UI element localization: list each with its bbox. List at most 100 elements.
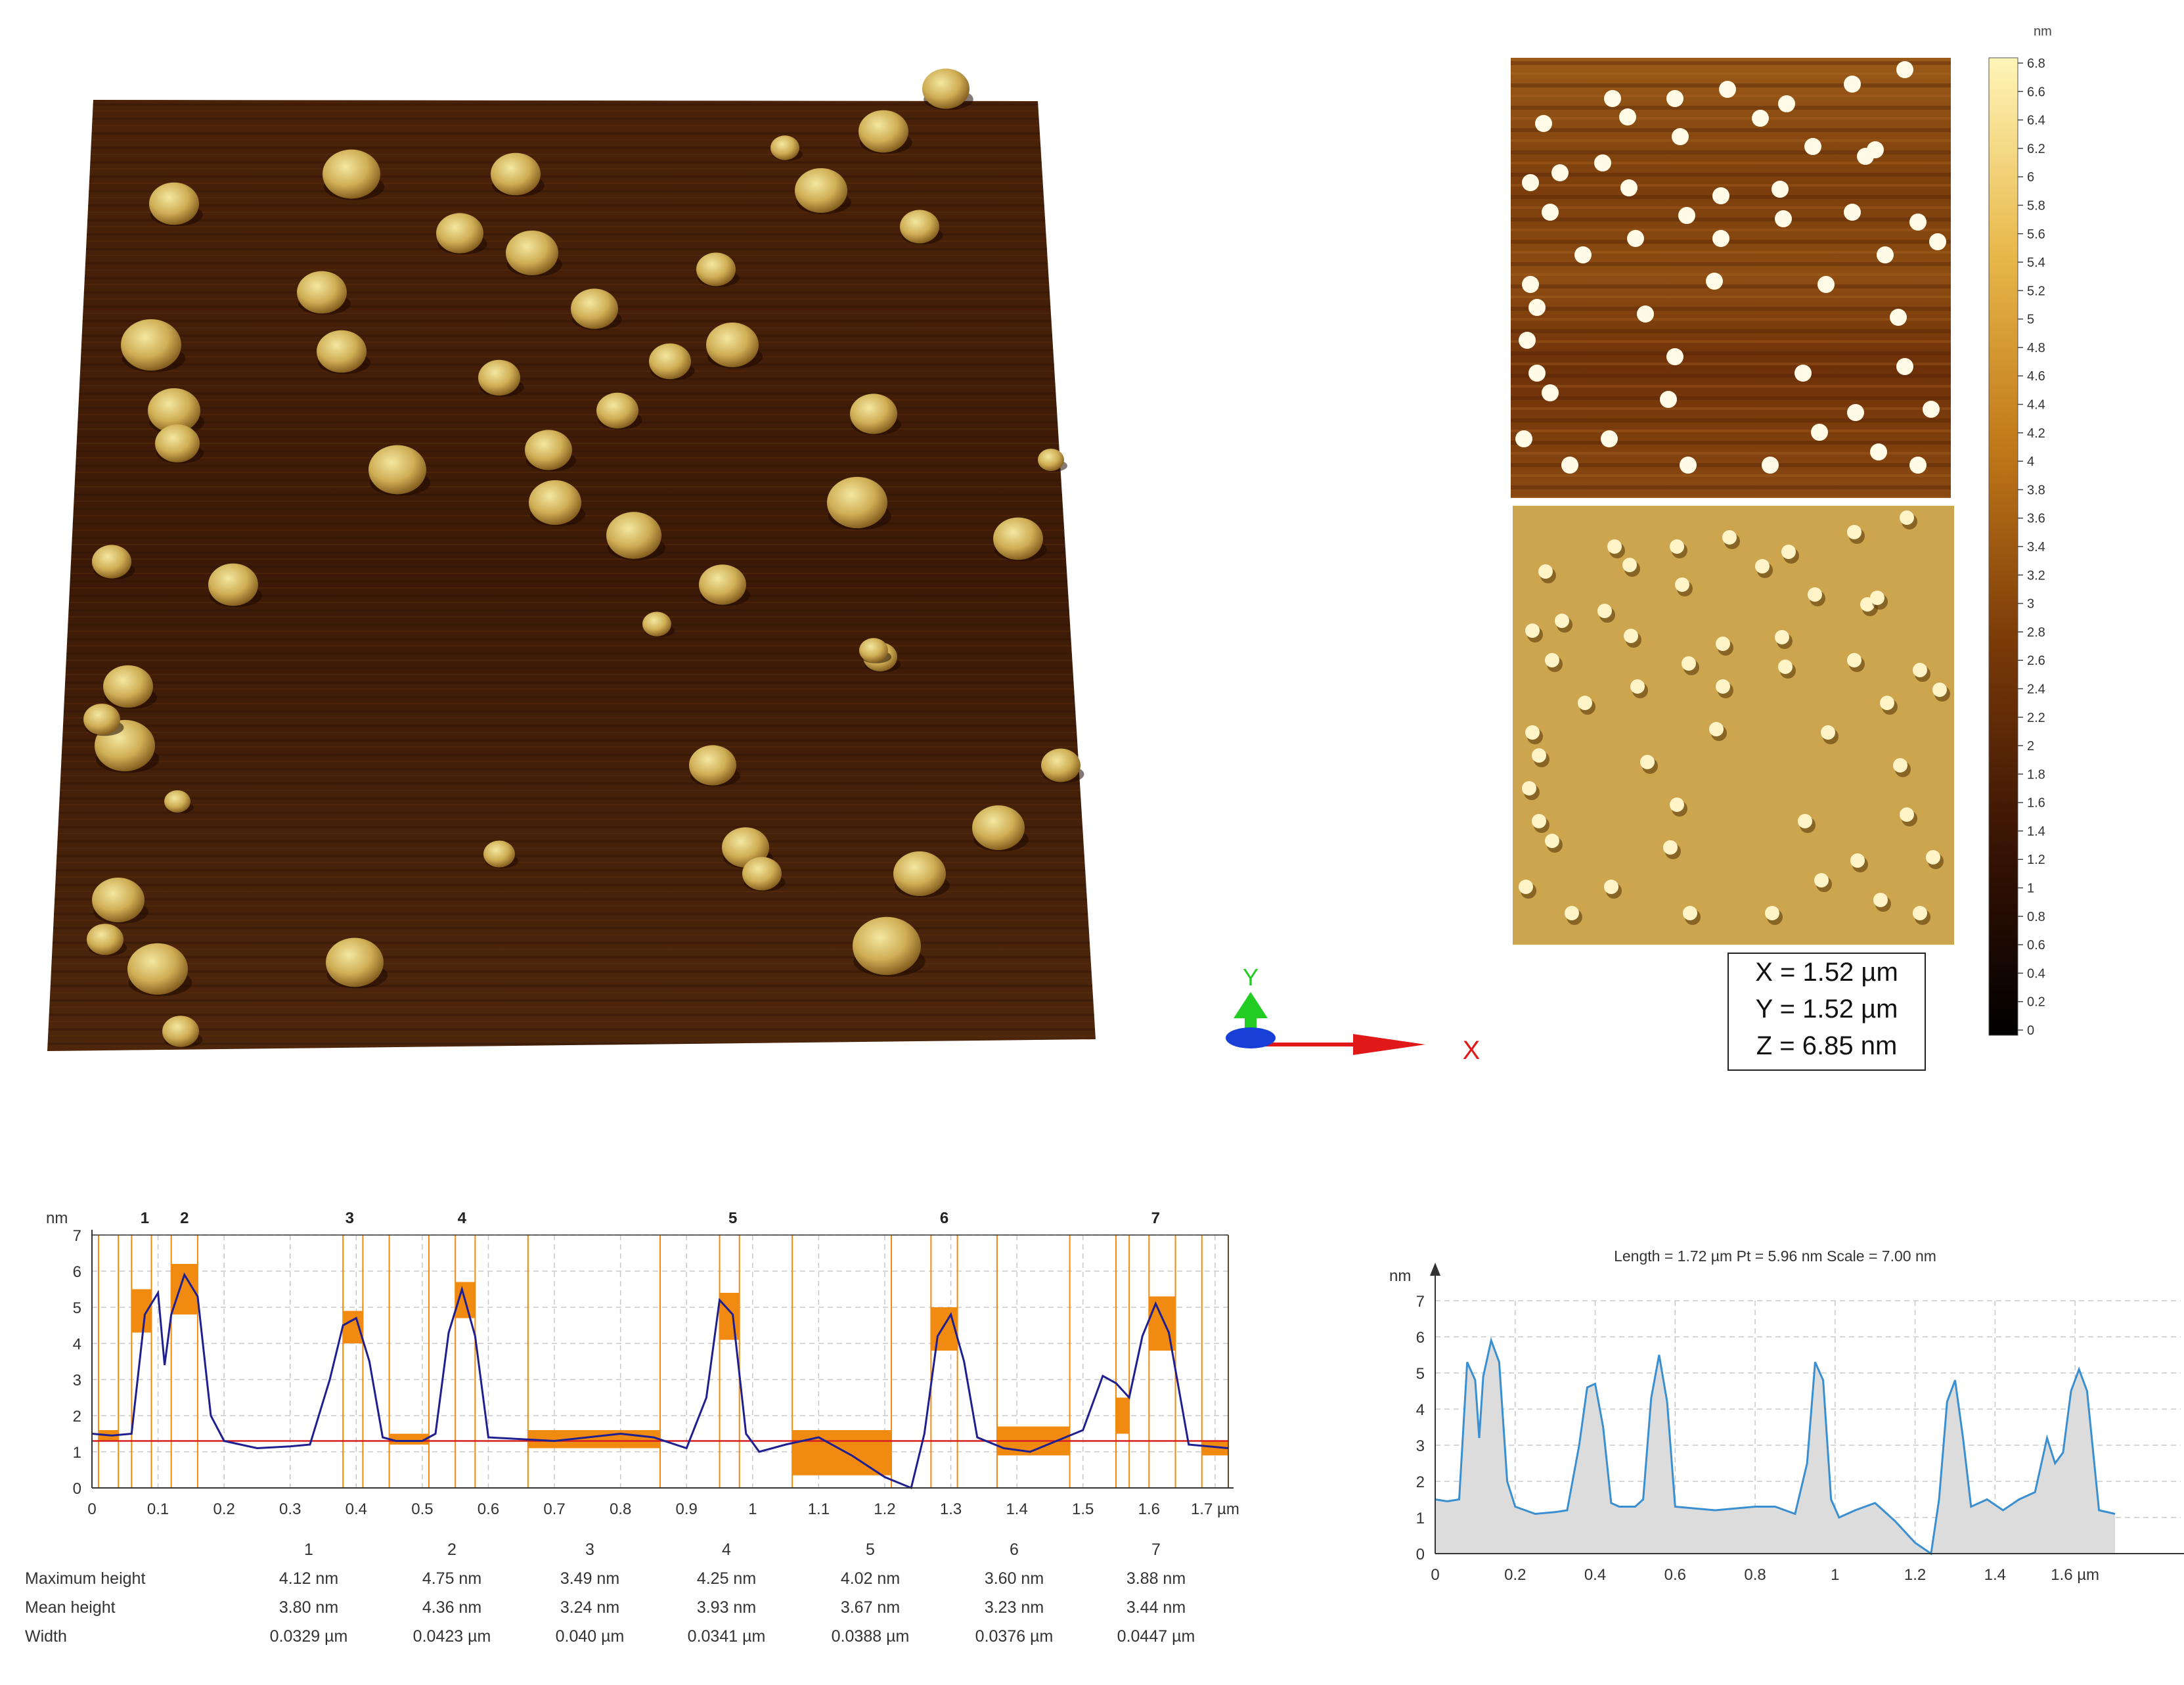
y-tick-label: 6 (73, 1263, 81, 1281)
particle-dot (1607, 539, 1622, 554)
particle-dot (1706, 273, 1723, 290)
particle-dot (1542, 384, 1559, 401)
particle (483, 840, 515, 868)
table-cell: 3.24 nm (560, 1598, 620, 1617)
table-row: Maximum height 4.12 nm 4.75 nm 3.49 nm 4… (25, 1569, 1273, 1598)
x-tick-label: 0.2 (213, 1500, 234, 1518)
particle-dot (1847, 525, 1861, 539)
particle-dot (1752, 110, 1769, 127)
x-tick-label: 0.8 (610, 1500, 631, 1518)
colorbar-tick-label: 1.6 (2027, 796, 2045, 811)
y-tick-label: 0 (1416, 1546, 1425, 1563)
x-tick-label: 0.3 (279, 1500, 301, 1518)
particle (859, 638, 888, 663)
particle-dot (1798, 814, 1812, 828)
particle (596, 392, 638, 429)
table-header-row: 1 2 3 4 5 6 7 (25, 1540, 1273, 1569)
table-cell: 4.36 nm (422, 1598, 482, 1617)
profile-area (1435, 1340, 2115, 1554)
particle-dot (1913, 663, 1927, 677)
particle (506, 231, 558, 275)
row-label: Width (25, 1627, 67, 1646)
particle-dot (1716, 637, 1730, 651)
particle (699, 564, 746, 605)
y-tick-label: 3 (1416, 1437, 1425, 1455)
table-col-header: 5 (866, 1540, 875, 1559)
particle (317, 330, 367, 373)
colorbar-tick-label: 5 (2027, 313, 2034, 327)
colorbar-tick-label: 3 (2027, 597, 2034, 612)
colorbar-tick-label: 2.8 (2027, 625, 2045, 640)
afm-3d-surface[interactable] (0, 0, 1117, 1077)
section-marker-label: 4 (458, 1209, 467, 1227)
particle-dot (1844, 76, 1861, 93)
colorbar-tick-label: 1.8 (2027, 767, 2045, 782)
particle-dot (1528, 365, 1546, 382)
x-tick-label: 0.5 (411, 1500, 433, 1518)
profile-area-chart[interactable]: Length = 1.72 µm Pt = 5.96 nm Scale = 7.… (1379, 1235, 2184, 1603)
x-tick-label: 1.4 (1006, 1500, 1027, 1518)
x-tick-label: 0.2 (1504, 1566, 1526, 1584)
particle-dot (1532, 814, 1546, 828)
particle-dot (1522, 276, 1539, 293)
table-cell: 3.60 nm (984, 1569, 1044, 1588)
particle (162, 1016, 199, 1047)
particle-dot (1519, 880, 1533, 894)
section-profile-chart[interactable]: 0 1 2 3 4 5 6 7 0 0.1 0.2 0.3 0.4 0.5 0.6 0.7 0.8 0.9 1 1.1… (0, 1192, 1287, 1540)
x-tick-label: 0.6 (478, 1500, 499, 1518)
particle-dot (1663, 840, 1678, 855)
particle-dot (1722, 530, 1737, 545)
amplitude-map-particles (1519, 510, 1950, 925)
particle (742, 857, 782, 891)
particle-dot (1538, 564, 1553, 579)
x-tick-label: 1.6 µm (2051, 1566, 2099, 1584)
particle-dot (1525, 623, 1540, 638)
dimension-x: X = 1.52 µm (1755, 958, 1898, 987)
dimension-z: Z = 6.85 nm (1756, 1031, 1898, 1060)
table-cell: 3.88 nm (1126, 1569, 1186, 1588)
x-tick-label: 1.3 (940, 1500, 962, 1518)
particle (436, 213, 483, 254)
colorbar-tick-label: 0 (2027, 1023, 2034, 1038)
y-tick-label: 6 (1416, 1329, 1425, 1347)
colorbar-tick-label: 4 (2027, 455, 2034, 469)
colorbar-tick-label: 2 (2027, 739, 2034, 753)
particle-dot (1850, 853, 1865, 868)
measure-segment (389, 1433, 429, 1445)
particle-dot (1712, 230, 1729, 247)
particle (827, 476, 887, 529)
particle (795, 168, 847, 213)
colorbar-tick-label: 6.4 (2027, 114, 2045, 128)
y-axis-arrow-icon (1234, 992, 1268, 1018)
y-tick-label: 4 (73, 1336, 81, 1353)
particle-dot (1678, 207, 1695, 224)
particle (368, 445, 426, 495)
colorbar-tick-label: 6 (2027, 170, 2034, 185)
amplitude-map-image[interactable] (1513, 506, 1954, 945)
x-tick-label: 0.7 (543, 1500, 565, 1518)
measure-segment (792, 1430, 892, 1475)
table-cell: 0.0376 µm (975, 1627, 1054, 1646)
particle-dot (1555, 614, 1569, 628)
height-map-image[interactable] (1511, 58, 1951, 498)
colorbar-tick-label: 4.2 (2027, 426, 2045, 441)
particle (164, 790, 190, 813)
particle (155, 424, 200, 462)
particle-dot (1709, 722, 1724, 736)
section-marker-label: 5 (728, 1209, 737, 1227)
colorbar-tick-label: 2.6 (2027, 654, 2045, 668)
particle-dot (1900, 510, 1914, 525)
particle (893, 851, 946, 896)
particle (993, 517, 1043, 560)
particle (148, 388, 200, 433)
colorbar-tick-label: 5.8 (2027, 198, 2045, 213)
section-marker-label: 3 (345, 1209, 354, 1227)
particle-dot (1522, 174, 1539, 191)
colorbar-tick-label: 2.4 (2027, 682, 2045, 696)
y-tick-label: 5 (73, 1299, 81, 1317)
height-colorbar: nm 6.8 6.6 6.4 6.2 6 5.8 5.6 5.4 5.2 5 4.8 4.6 4.4 4.… (1988, 24, 2052, 1038)
particle-dot (1772, 181, 1789, 198)
measure-segment (1201, 1441, 1228, 1456)
particle-dot (1817, 276, 1835, 293)
profile-line (1435, 1337, 2116, 1556)
